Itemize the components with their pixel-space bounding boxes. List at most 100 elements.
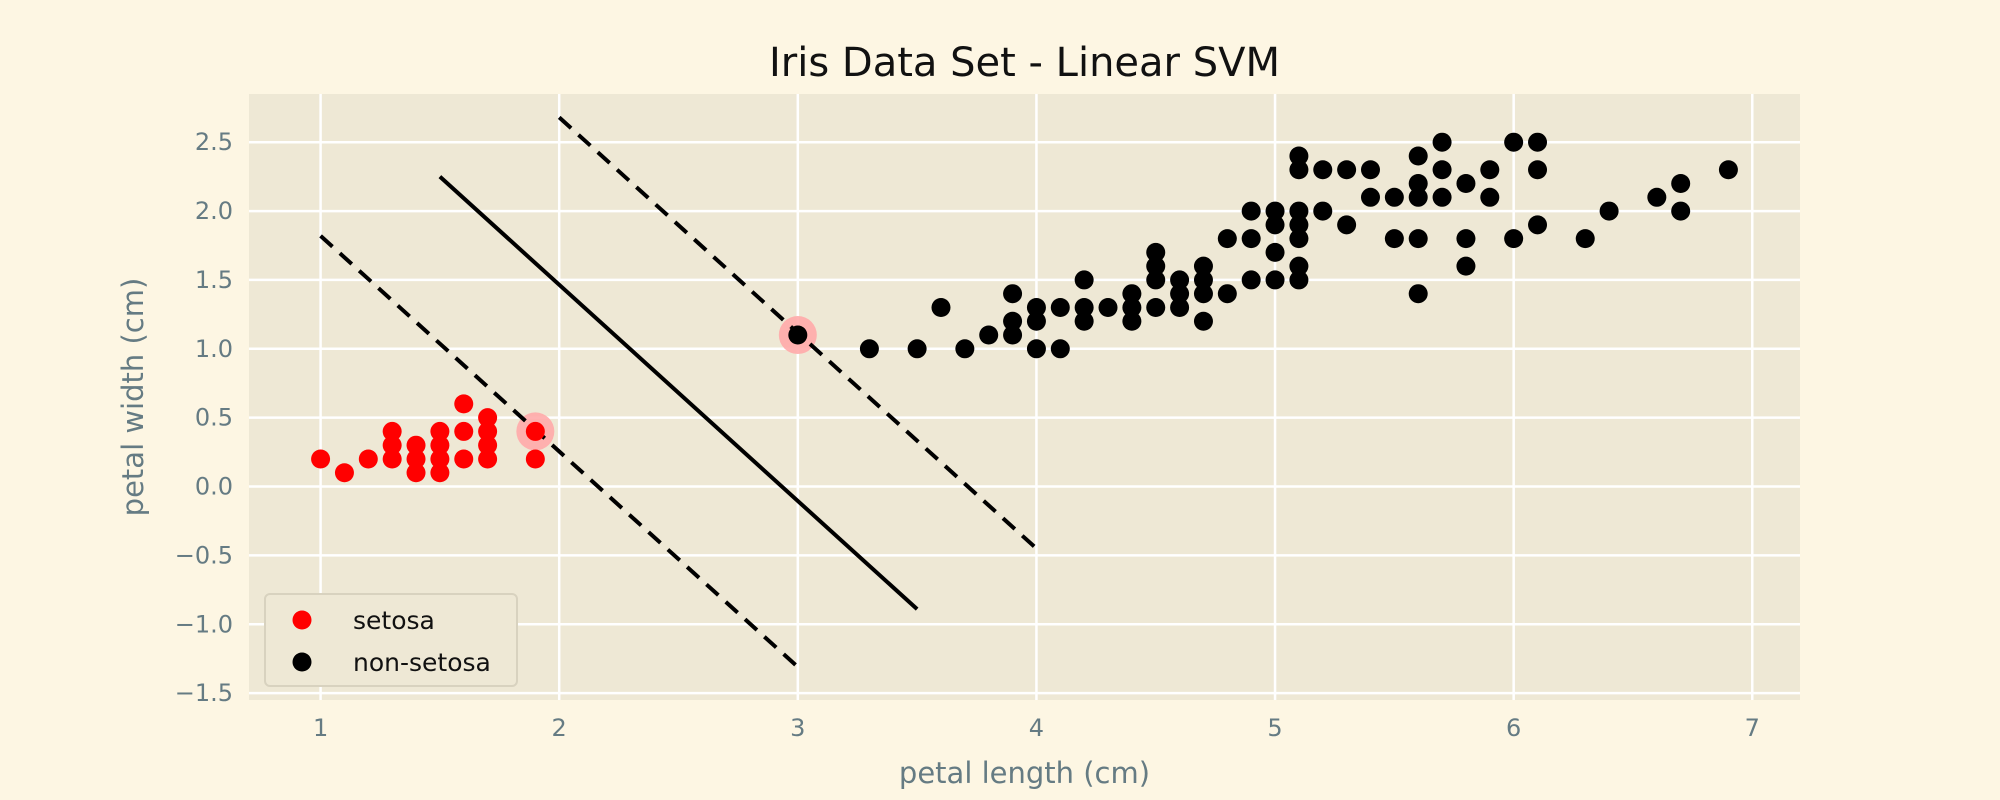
setosa-point bbox=[430, 463, 450, 483]
non-setosa-point bbox=[1480, 187, 1500, 207]
non-setosa-point bbox=[1384, 187, 1404, 207]
non-setosa-point bbox=[1074, 311, 1094, 331]
non-setosa-point bbox=[907, 339, 927, 359]
x-tick-label: 3 bbox=[790, 714, 805, 742]
non-setosa-point bbox=[1456, 229, 1476, 249]
non-setosa-point bbox=[1146, 242, 1166, 262]
non-setosa-point bbox=[1337, 160, 1357, 180]
y-tick-label: 0.0 bbox=[195, 473, 233, 501]
non-setosa-point bbox=[1504, 229, 1524, 249]
non-setosa-point bbox=[1122, 311, 1142, 331]
x-tick-label: 7 bbox=[1745, 714, 1760, 742]
non-setosa-point bbox=[1289, 229, 1309, 249]
setosa-point bbox=[454, 421, 474, 441]
y-tick-label: −1.5 bbox=[175, 679, 233, 707]
non-setosa-point bbox=[1265, 270, 1285, 290]
non-setosa-point bbox=[1217, 284, 1237, 304]
non-setosa-point bbox=[1408, 284, 1428, 304]
setosa-point bbox=[525, 449, 545, 469]
non-setosa-point bbox=[1289, 160, 1309, 180]
setosa-point bbox=[382, 421, 402, 441]
non-setosa-point bbox=[1170, 270, 1190, 290]
non-setosa-point bbox=[1289, 256, 1309, 276]
non-setosa-point bbox=[1528, 215, 1548, 235]
non-setosa-point bbox=[1193, 284, 1213, 304]
non-setosa-point bbox=[1074, 270, 1094, 290]
setosa-point bbox=[430, 435, 450, 455]
non-setosa-point bbox=[1146, 297, 1166, 317]
y-tick-label: 2.5 bbox=[195, 128, 233, 156]
non-setosa-point bbox=[1289, 146, 1309, 166]
non-setosa-point bbox=[931, 297, 951, 317]
non-setosa-point bbox=[1432, 160, 1452, 180]
non-setosa-point bbox=[1360, 187, 1380, 207]
non-setosa-point bbox=[1432, 187, 1452, 207]
margin-lower-line bbox=[319, 234, 800, 669]
setosa-point bbox=[382, 435, 402, 455]
non-setosa-point bbox=[1504, 132, 1524, 152]
setosa-point bbox=[454, 449, 474, 469]
legend-label: setosa bbox=[353, 606, 435, 635]
non-setosa-point bbox=[859, 339, 879, 359]
x-axis-label: petal length (cm) bbox=[899, 756, 1150, 790]
setosa-point bbox=[478, 408, 498, 428]
non-setosa-point bbox=[1003, 311, 1023, 331]
non-setosa-point bbox=[1408, 146, 1428, 166]
non-setosa-point bbox=[1528, 160, 1548, 180]
non-setosa-point bbox=[1098, 297, 1118, 317]
setosa-point bbox=[525, 421, 545, 441]
non-setosa-point bbox=[1074, 297, 1094, 317]
setosa-point bbox=[358, 449, 378, 469]
legend-label: non-setosa bbox=[353, 648, 491, 677]
data-points bbox=[311, 132, 1738, 483]
non-setosa-point bbox=[1718, 160, 1738, 180]
non-setosa-point bbox=[1170, 284, 1190, 304]
non-setosa-point bbox=[1408, 229, 1428, 249]
y-tick-label: 1.0 bbox=[195, 335, 233, 363]
setosa-point bbox=[454, 394, 474, 414]
x-tick-label: 5 bbox=[1267, 714, 1282, 742]
non-setosa-point bbox=[1193, 256, 1213, 276]
non-setosa-point bbox=[1050, 339, 1070, 359]
non-setosa-point bbox=[1003, 284, 1023, 304]
non-setosa-point bbox=[1146, 270, 1166, 290]
non-setosa-point bbox=[1384, 229, 1404, 249]
non-setosa-point bbox=[1647, 187, 1667, 207]
non-setosa-point bbox=[1289, 270, 1309, 290]
y-tick-label: −1.0 bbox=[175, 610, 233, 638]
non-setosa-point bbox=[1456, 256, 1476, 276]
non-setosa-point bbox=[1265, 215, 1285, 235]
non-setosa-point bbox=[1241, 270, 1261, 290]
y-axis-label: petal width (cm) bbox=[116, 278, 150, 517]
decision-boundary-line bbox=[438, 175, 919, 611]
non-setosa-point bbox=[1528, 132, 1548, 152]
non-setosa-point bbox=[1599, 201, 1619, 221]
non-setosa-point bbox=[1193, 270, 1213, 290]
non-setosa-point bbox=[1671, 174, 1691, 194]
x-tick-label: 2 bbox=[552, 714, 567, 742]
y-tick-label: −0.5 bbox=[175, 541, 233, 569]
non-setosa-point bbox=[1456, 174, 1476, 194]
non-setosa-point bbox=[1480, 160, 1500, 180]
non-setosa-point bbox=[1432, 132, 1452, 152]
non-setosa-point bbox=[1265, 201, 1285, 221]
non-setosa-point bbox=[1265, 242, 1285, 262]
non-setosa-point bbox=[1313, 160, 1333, 180]
y-tick-label: 1.5 bbox=[195, 266, 233, 294]
legend-marker-setosa bbox=[292, 610, 312, 630]
non-setosa-point bbox=[955, 339, 975, 359]
non-setosa-point bbox=[1360, 160, 1380, 180]
non-setosa-point bbox=[1313, 201, 1333, 221]
non-setosa-point bbox=[1146, 256, 1166, 276]
non-setosa-point bbox=[1408, 187, 1428, 207]
non-setosa-point bbox=[1050, 297, 1070, 317]
non-setosa-point bbox=[1026, 297, 1046, 317]
non-setosa-point bbox=[1671, 201, 1691, 221]
setosa-point bbox=[478, 435, 498, 455]
legend-box bbox=[264, 593, 518, 687]
y-tick-label: 2.0 bbox=[195, 197, 233, 225]
setosa-point bbox=[478, 449, 498, 469]
setosa-point bbox=[311, 449, 331, 469]
setosa-point bbox=[406, 435, 426, 455]
non-setosa-point bbox=[1122, 297, 1142, 317]
